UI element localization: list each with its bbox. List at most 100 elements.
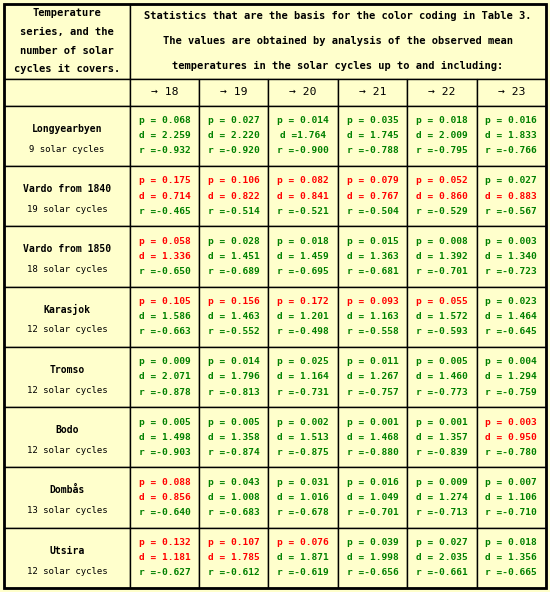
Text: d = 1.459: d = 1.459 bbox=[277, 252, 329, 261]
Text: r =-0.695: r =-0.695 bbox=[277, 267, 329, 276]
Text: Vardo from 1850: Vardo from 1850 bbox=[23, 244, 111, 254]
Text: 13 solar cycles: 13 solar cycles bbox=[26, 506, 107, 515]
Bar bbox=[338, 79, 407, 105]
Text: d =1.764: d =1.764 bbox=[280, 131, 326, 140]
Text: d = 1.164: d = 1.164 bbox=[277, 372, 329, 381]
Text: p = 0.068: p = 0.068 bbox=[139, 116, 190, 125]
Text: d = 1.274: d = 1.274 bbox=[416, 493, 468, 502]
Bar bbox=[268, 105, 338, 166]
Bar bbox=[130, 407, 199, 468]
Text: d = 2.071: d = 2.071 bbox=[139, 372, 190, 381]
Text: Bodo: Bodo bbox=[55, 425, 79, 435]
Text: d = 0.950: d = 0.950 bbox=[486, 433, 537, 442]
Text: p = 0.016: p = 0.016 bbox=[486, 116, 537, 125]
Text: d = 1.356: d = 1.356 bbox=[486, 554, 537, 562]
Text: d = 1.460: d = 1.460 bbox=[416, 372, 468, 381]
Text: d = 1.294: d = 1.294 bbox=[486, 372, 537, 381]
Text: r =-0.521: r =-0.521 bbox=[277, 207, 329, 215]
Text: d = 0.856: d = 0.856 bbox=[139, 493, 190, 502]
Text: r =-0.701: r =-0.701 bbox=[416, 267, 468, 276]
Text: r =-0.878: r =-0.878 bbox=[139, 388, 190, 397]
Text: p = 0.105: p = 0.105 bbox=[139, 297, 190, 306]
Bar bbox=[338, 347, 407, 407]
Text: r =-0.788: r =-0.788 bbox=[346, 146, 398, 155]
Bar bbox=[199, 347, 268, 407]
Bar bbox=[477, 79, 546, 105]
Bar bbox=[199, 287, 268, 347]
Bar bbox=[4, 468, 130, 527]
Text: d = 1.267: d = 1.267 bbox=[346, 372, 398, 381]
Bar bbox=[130, 166, 199, 226]
Text: 9 solar cycles: 9 solar cycles bbox=[29, 144, 104, 153]
Text: d = 0.841: d = 0.841 bbox=[277, 192, 329, 201]
Text: p = 0.079: p = 0.079 bbox=[346, 176, 398, 185]
Text: Tromso: Tromso bbox=[50, 365, 85, 375]
Text: r =-0.645: r =-0.645 bbox=[486, 327, 537, 336]
Text: Temperature: Temperature bbox=[32, 8, 101, 18]
Text: r =-0.759: r =-0.759 bbox=[486, 388, 537, 397]
Text: r =-0.839: r =-0.839 bbox=[416, 448, 468, 457]
Text: p = 0.172: p = 0.172 bbox=[277, 297, 329, 306]
Bar bbox=[477, 105, 546, 166]
Text: r =-0.567: r =-0.567 bbox=[486, 207, 537, 215]
Text: p = 0.005: p = 0.005 bbox=[208, 418, 260, 427]
Bar bbox=[199, 166, 268, 226]
Text: p = 0.052: p = 0.052 bbox=[416, 176, 468, 185]
Bar bbox=[338, 105, 407, 166]
Text: → 21: → 21 bbox=[359, 87, 386, 97]
Bar bbox=[268, 79, 338, 105]
Text: p = 0.009: p = 0.009 bbox=[139, 358, 190, 366]
Text: p = 0.058: p = 0.058 bbox=[139, 237, 190, 246]
Bar bbox=[268, 226, 338, 287]
Bar bbox=[338, 527, 407, 588]
Text: d = 1.468: d = 1.468 bbox=[346, 433, 398, 442]
Text: r =-0.552: r =-0.552 bbox=[208, 327, 260, 336]
Bar bbox=[407, 79, 477, 105]
Text: p = 0.014: p = 0.014 bbox=[208, 358, 260, 366]
Bar bbox=[477, 287, 546, 347]
Bar bbox=[407, 226, 477, 287]
Text: d = 1.451: d = 1.451 bbox=[208, 252, 260, 261]
Bar bbox=[407, 527, 477, 588]
Text: r =-0.498: r =-0.498 bbox=[277, 327, 329, 336]
Text: r =-0.900: r =-0.900 bbox=[277, 146, 329, 155]
Text: d = 2.009: d = 2.009 bbox=[416, 131, 468, 140]
Text: r =-0.593: r =-0.593 bbox=[416, 327, 468, 336]
Bar bbox=[199, 468, 268, 527]
Bar bbox=[407, 287, 477, 347]
Text: d = 1.106: d = 1.106 bbox=[486, 493, 537, 502]
Bar bbox=[130, 79, 199, 105]
Text: p = 0.005: p = 0.005 bbox=[416, 358, 468, 366]
Text: r =-0.504: r =-0.504 bbox=[346, 207, 398, 215]
Bar bbox=[4, 4, 130, 79]
Text: r =-0.757: r =-0.757 bbox=[346, 388, 398, 397]
Text: 12 solar cycles: 12 solar cycles bbox=[26, 386, 107, 395]
Text: d = 1.464: d = 1.464 bbox=[486, 312, 537, 321]
Text: r =-0.723: r =-0.723 bbox=[486, 267, 537, 276]
Bar bbox=[407, 468, 477, 527]
Text: p = 0.043: p = 0.043 bbox=[208, 478, 260, 487]
Bar bbox=[130, 4, 546, 79]
Text: r =-0.710: r =-0.710 bbox=[486, 508, 537, 517]
Text: p = 0.035: p = 0.035 bbox=[346, 116, 398, 125]
Text: d = 1.796: d = 1.796 bbox=[208, 372, 260, 381]
Bar bbox=[199, 105, 268, 166]
Bar bbox=[268, 347, 338, 407]
Text: d = 1.008: d = 1.008 bbox=[208, 493, 260, 502]
Text: r =-0.795: r =-0.795 bbox=[416, 146, 468, 155]
Text: p = 0.039: p = 0.039 bbox=[346, 538, 398, 547]
Bar bbox=[268, 166, 338, 226]
Bar bbox=[338, 226, 407, 287]
Text: d = 1.181: d = 1.181 bbox=[139, 554, 190, 562]
Text: d = 0.883: d = 0.883 bbox=[486, 192, 537, 201]
Text: d = 1.049: d = 1.049 bbox=[346, 493, 398, 502]
Text: r =-0.612: r =-0.612 bbox=[208, 568, 260, 577]
Text: r =-0.813: r =-0.813 bbox=[208, 388, 260, 397]
Text: p = 0.014: p = 0.014 bbox=[277, 116, 329, 125]
Text: → 22: → 22 bbox=[428, 87, 456, 97]
Text: d = 1.357: d = 1.357 bbox=[416, 433, 468, 442]
Text: d = 2.259: d = 2.259 bbox=[139, 131, 190, 140]
Bar bbox=[199, 407, 268, 468]
Text: number of solar: number of solar bbox=[20, 46, 114, 56]
Text: p = 0.025: p = 0.025 bbox=[277, 358, 329, 366]
